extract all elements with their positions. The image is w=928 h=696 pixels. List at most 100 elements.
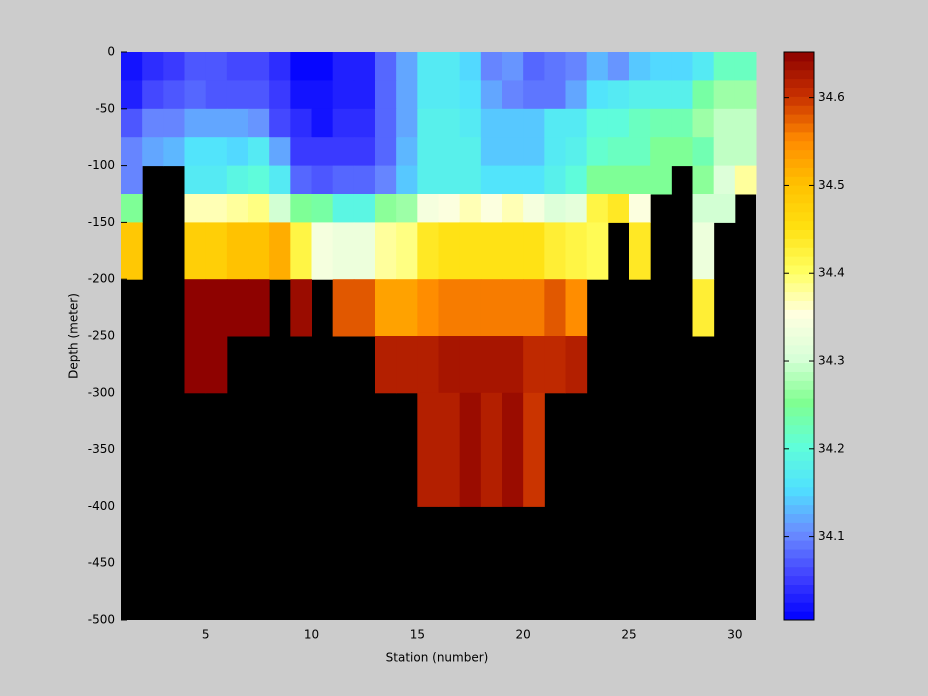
- colorbar-cell: [784, 327, 814, 337]
- heatmap-cell: [438, 165, 461, 195]
- heatmap-cell: [248, 137, 270, 167]
- heatmap-cell: [375, 279, 397, 337]
- heatmap-cell: [692, 108, 715, 138]
- heatmap-cell: [459, 336, 482, 394]
- colorbar-cell: [784, 433, 814, 443]
- heatmap-cell: [502, 108, 524, 138]
- heatmap-cell: [375, 52, 397, 81]
- heatmap-cell: [248, 222, 270, 280]
- colorbar-cell: [784, 495, 814, 506]
- heatmap-cell: [248, 279, 270, 337]
- heatmap-cell: [502, 52, 524, 81]
- colorbar-cell: [784, 229, 814, 239]
- heatmap-cell: [459, 194, 482, 223]
- heatmap-cell: [607, 165, 630, 195]
- heatmap-cell: [586, 80, 609, 110]
- heatmap-cell: [544, 80, 566, 110]
- colorbar-cell: [784, 380, 814, 390]
- heatmap-cell: [121, 165, 143, 195]
- y-tick-label: -100: [88, 158, 115, 172]
- heatmap-cell: [205, 336, 228, 394]
- heatmap-cell: [544, 52, 566, 81]
- colorbar-tick-label: 34.6: [818, 90, 845, 104]
- heatmap-cell: [629, 194, 651, 223]
- colorbar-cell: [784, 415, 814, 426]
- heatmap-cell: [353, 52, 376, 81]
- heatmap-cell: [142, 52, 164, 81]
- colorbar-cell: [784, 300, 814, 310]
- heatmap-cell: [438, 52, 461, 81]
- heatmap-cell: [205, 108, 228, 138]
- heatmap-cell: [375, 222, 397, 280]
- heatmap-cell: [332, 222, 355, 280]
- heatmap-cell: [332, 52, 355, 81]
- colorbar-cell: [784, 105, 814, 115]
- heatmap-cell: [734, 52, 757, 81]
- heatmap-cell: [142, 80, 164, 110]
- colorbar-cell: [784, 531, 814, 541]
- heatmap-cell: [353, 137, 376, 167]
- heatmap-cell: [713, 137, 736, 167]
- heatmap-cell: [205, 222, 228, 280]
- heatmap-cell: [692, 222, 715, 280]
- heatmap-cell: [396, 80, 418, 110]
- heatmap-cell: [375, 108, 397, 138]
- heatmap-cell: [353, 194, 376, 223]
- heatmap-cell: [226, 52, 249, 81]
- colorbar-cell: [784, 87, 814, 97]
- heatmap-cell: [650, 52, 672, 81]
- heatmap-cell: [396, 279, 418, 337]
- y-tick-label: -450: [88, 556, 115, 570]
- colorbar-cell: [784, 522, 814, 532]
- colorbar-cell: [784, 407, 814, 417]
- heatmap-cell: [375, 336, 397, 394]
- heatmap-cell: [311, 108, 334, 138]
- heatmap-cell: [163, 108, 185, 138]
- heatmap-cell: [586, 108, 609, 138]
- heatmap-cell: [523, 222, 545, 280]
- heatmap-cell: [417, 137, 439, 167]
- heatmap-cell: [502, 194, 524, 223]
- heatmap-cell: [396, 222, 418, 280]
- heatmap-cell: [396, 52, 418, 81]
- heatmap-cell: [121, 108, 143, 138]
- heatmap-cell: [565, 80, 588, 110]
- y-tick-label: -350: [88, 442, 115, 456]
- heatmap-cell: [396, 194, 418, 223]
- colorbar-cell: [784, 131, 814, 142]
- heatmap-cell: [523, 392, 545, 507]
- colorbar-cell: [784, 78, 814, 88]
- heatmap-cell: [692, 52, 715, 81]
- heatmap-cell: [438, 279, 461, 337]
- colorbar-cell: [784, 557, 814, 568]
- colorbar-cell: [784, 123, 814, 133]
- heatmap-cell: [396, 137, 418, 167]
- heatmap-cell: [290, 52, 312, 81]
- colorbar-cell: [784, 566, 814, 577]
- heatmap-cell: [438, 336, 461, 394]
- heatmap-cell: [311, 52, 334, 81]
- heatmap-cell: [396, 165, 418, 195]
- heatmap-cell: [205, 165, 228, 195]
- heatmap-cell: [523, 52, 545, 81]
- colorbar-cell: [784, 282, 814, 293]
- colorbar-cell: [784, 158, 814, 168]
- heatmap-cell: [523, 137, 545, 167]
- heatmap-cell: [438, 108, 461, 138]
- heatmap-cell: [459, 392, 482, 507]
- colorbar-cell: [784, 486, 814, 497]
- heatmap-cell: [142, 108, 164, 138]
- heatmap-cell: [692, 194, 715, 223]
- heatmap-cell: [438, 194, 461, 223]
- heatmap-cell: [734, 80, 757, 110]
- colorbar-cell: [784, 247, 814, 257]
- heatmap-cell: [523, 165, 545, 195]
- heatmap-cell: [502, 279, 524, 337]
- heatmap-cell: [565, 165, 588, 195]
- heatmap-cell: [184, 222, 207, 280]
- colorbar-cell: [784, 398, 814, 408]
- colorbar-cell: [784, 140, 814, 151]
- heatmap-cell: [248, 80, 270, 110]
- y-tick-label: -150: [88, 215, 115, 229]
- heatmap-cell: [629, 222, 651, 280]
